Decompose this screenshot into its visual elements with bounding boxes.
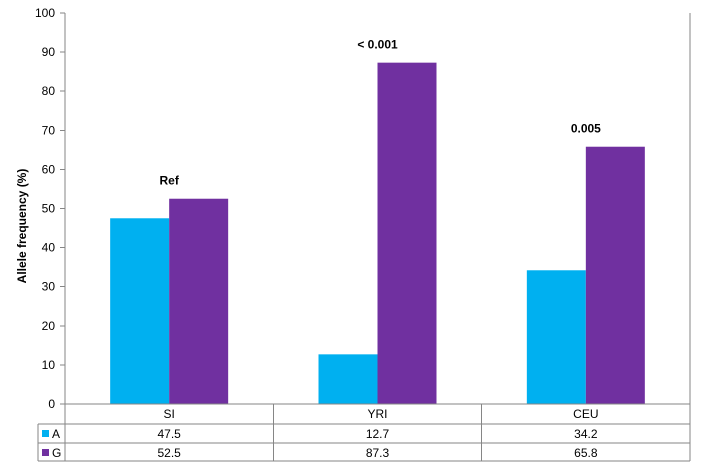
legend-label: G bbox=[52, 446, 61, 460]
bar-annotation: 0.005 bbox=[571, 122, 601, 136]
y-tick-label: 50 bbox=[42, 202, 56, 216]
bar-g-yri bbox=[377, 62, 437, 404]
y-tick-label: 30 bbox=[42, 280, 56, 294]
bar-g-si bbox=[169, 198, 229, 404]
table-cell: 47.5 bbox=[157, 427, 181, 441]
bar-a-ceu bbox=[526, 270, 586, 404]
y-tick-label: 20 bbox=[42, 319, 56, 333]
bar-a-yri bbox=[318, 354, 378, 404]
category-label: YRI bbox=[367, 407, 387, 421]
y-tick-label: 10 bbox=[42, 358, 56, 372]
y-tick-label: 0 bbox=[48, 397, 55, 411]
table-cell: 34.2 bbox=[574, 427, 598, 441]
legend-key-a bbox=[42, 430, 49, 437]
category-label: CEU bbox=[573, 407, 598, 421]
y-tick-label: 90 bbox=[42, 45, 56, 59]
y-tick-label: 40 bbox=[42, 241, 56, 255]
y-tick-label: 80 bbox=[42, 84, 56, 98]
legend-key-g bbox=[42, 449, 49, 456]
table-cell: 52.5 bbox=[157, 446, 181, 460]
table-cell: 87.3 bbox=[366, 446, 390, 460]
category-label: SI bbox=[163, 407, 174, 421]
y-tick-label: 100 bbox=[35, 6, 55, 20]
table-cell: 12.7 bbox=[366, 427, 390, 441]
bar-annotation: Ref bbox=[159, 174, 179, 188]
table-cell: 65.8 bbox=[574, 446, 598, 460]
legend-label: A bbox=[52, 427, 60, 441]
bar-a-si bbox=[110, 218, 170, 404]
bar-annotation: < 0.001 bbox=[357, 38, 398, 52]
y-axis-label: Allele frequency (%) bbox=[15, 169, 29, 284]
bar-g-ceu bbox=[585, 146, 645, 405]
y-tick-label: 70 bbox=[42, 123, 56, 137]
y-tick-label: 60 bbox=[42, 162, 56, 176]
